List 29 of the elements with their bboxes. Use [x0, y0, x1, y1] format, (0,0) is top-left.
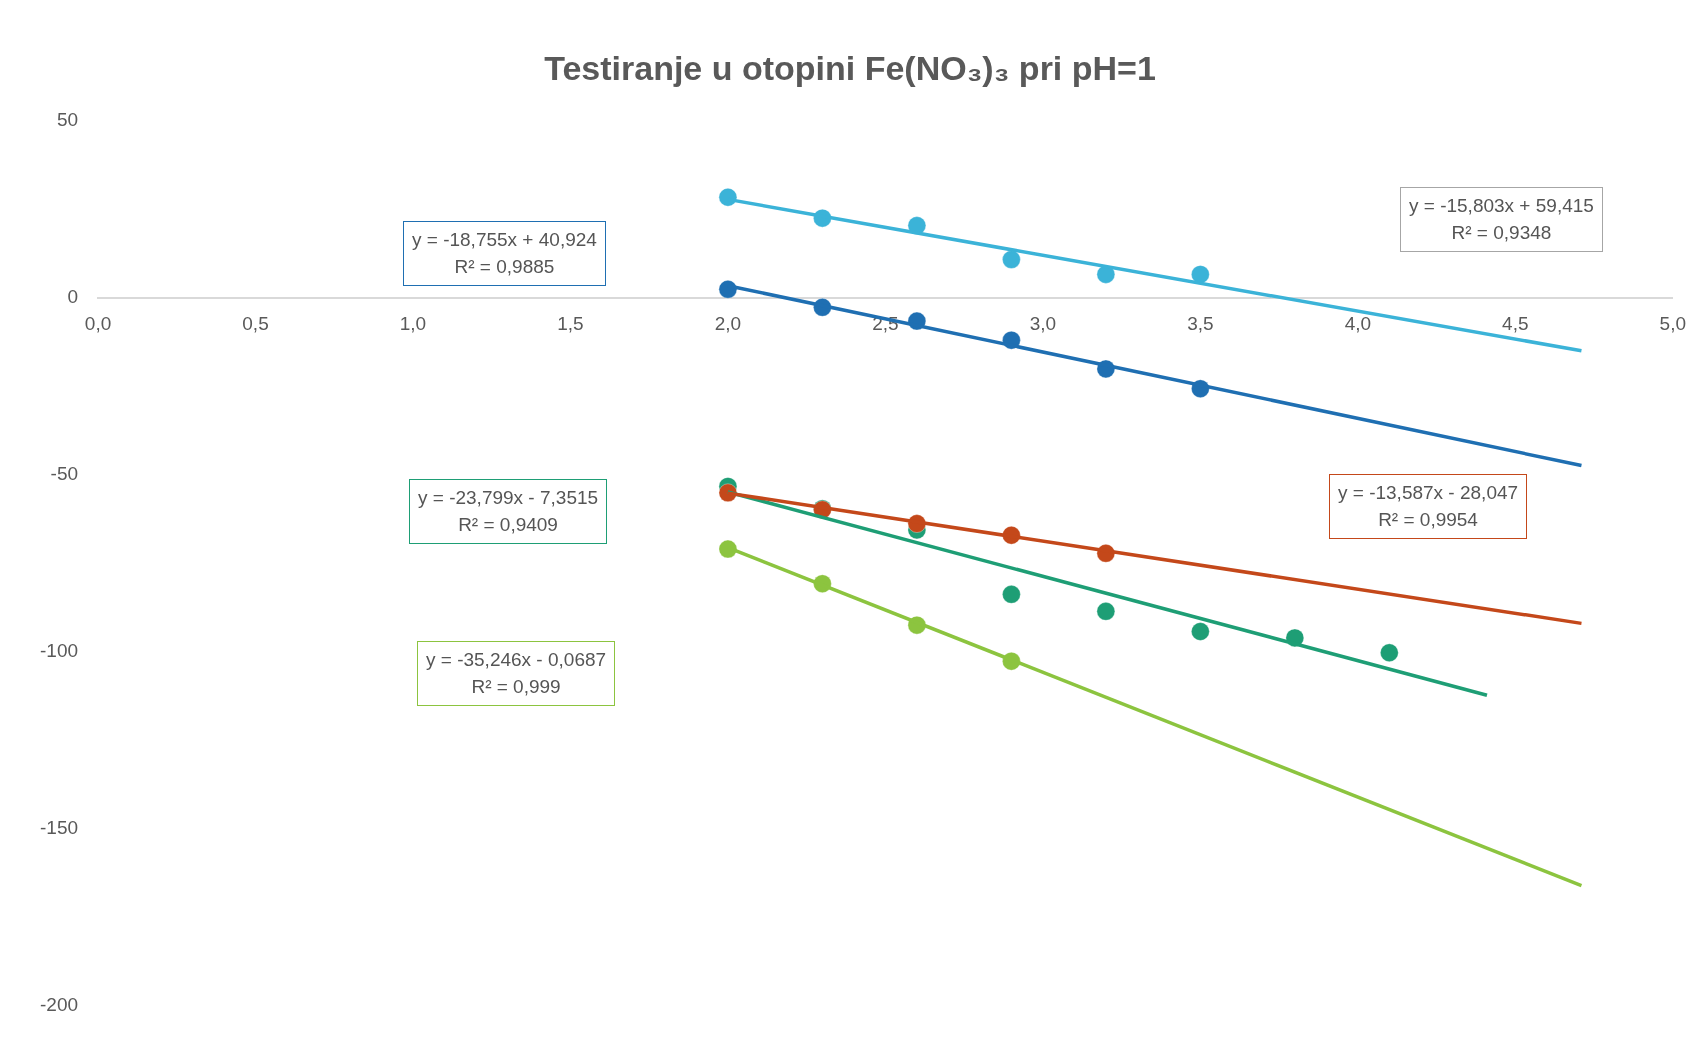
point: [718, 187, 738, 207]
point: [1379, 643, 1399, 663]
x-tick-label: 4,0: [1344, 313, 1372, 335]
y-tick-label: 0: [67, 285, 79, 307]
x-tick-label: 4,5: [1502, 313, 1529, 335]
x-tick-label: 1,0: [399, 313, 427, 335]
y-tick-label: 50: [56, 109, 79, 131]
annotation: y = -23,799x - 7,3515 R² = 0,9409: [409, 479, 608, 545]
x-tick-label: 0,5: [242, 313, 269, 335]
y-tick-label: -100: [40, 639, 79, 661]
point: [1190, 622, 1210, 642]
y-tick-label: -50: [50, 462, 79, 484]
x-tick-label: 3,5: [1187, 313, 1214, 335]
annotation: y = -18,755x + 40,924 R² = 0,9885: [403, 221, 606, 287]
y-tick-label: -200: [40, 993, 79, 1015]
annotation: y = -15,803x + 59,415 R² = 0,9348: [1400, 187, 1603, 253]
x-tick-label: 2,0: [714, 313, 742, 335]
x-tick-label: 3,0: [1029, 313, 1057, 335]
x-tick-label: 1,5: [557, 313, 584, 335]
point: [1001, 250, 1021, 270]
annotation: y = -35,246x - 0,0687 R² = 0,999: [417, 641, 616, 707]
x-tick-label: 5,0: [1659, 313, 1686, 335]
chart-title: Testiranje u otopini Fe(NO₃)₃ pri pH=1: [544, 48, 1156, 87]
annotation: y = -13,587x - 28,047 R² = 0,9954: [1329, 474, 1528, 540]
point: [1190, 264, 1210, 284]
point: [1001, 584, 1021, 604]
point: [1096, 601, 1116, 621]
x-tick-label: 0,0: [84, 313, 112, 335]
y-tick-label: -150: [40, 816, 79, 838]
